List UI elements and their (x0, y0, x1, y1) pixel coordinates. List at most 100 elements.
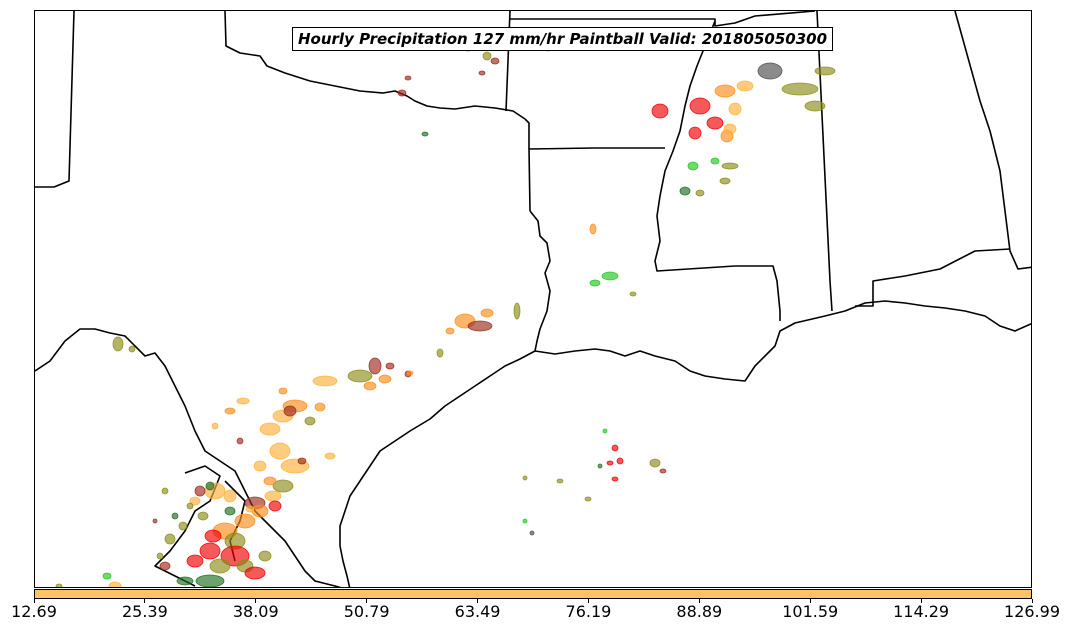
mississippi-river (654, 20, 781, 321)
precip-blob (629, 291, 637, 297)
precip-blob (814, 66, 836, 76)
precip-blob (368, 357, 382, 375)
precip-blob (397, 89, 407, 97)
precip-blob (197, 511, 209, 521)
precip-blob (236, 397, 250, 405)
precip-blob (695, 189, 705, 197)
colorbar-tick-mark (920, 599, 922, 603)
precip-blob (283, 405, 297, 417)
precip-blob (478, 70, 486, 76)
precip-blob (55, 583, 63, 587)
precip-blob (589, 223, 597, 235)
precip-blob (244, 566, 266, 580)
precip-blob (804, 100, 826, 112)
precip-blob (689, 97, 711, 115)
precip-blob (263, 476, 277, 486)
precip-blob (164, 533, 176, 545)
precip-blob (616, 457, 624, 465)
precip-blob (223, 489, 237, 503)
colorbar-tick-mark (255, 599, 257, 603)
precip-blob (467, 320, 493, 332)
precip-blob (611, 476, 619, 482)
precip-blob (378, 374, 392, 384)
precip-blob (406, 370, 414, 376)
colorbar-tick-mark (809, 599, 811, 603)
precip-blob (589, 279, 601, 287)
precip-blob (161, 487, 169, 495)
precip-blob (211, 422, 219, 430)
precip-blob (209, 558, 231, 574)
precip-blob (253, 460, 267, 472)
precip-blob (159, 561, 171, 571)
precip-blob (189, 496, 201, 506)
ar-la-border (528, 147, 665, 150)
precip-blob (304, 416, 316, 426)
precip-blob (176, 576, 194, 586)
mo-ar-border (510, 11, 816, 27)
colorbar (34, 589, 1032, 599)
precip-blob (736, 80, 754, 92)
precip-blob (324, 452, 336, 460)
precip-blob (714, 84, 736, 98)
tx-ar-border (524, 118, 531, 212)
precip-blob (347, 369, 373, 383)
precip-blob (195, 574, 225, 587)
colorbar-tick-label: 12.69 (11, 602, 57, 621)
precip-blob (728, 102, 742, 116)
colorbar-tick-label: 38.09 (232, 602, 279, 621)
colorbar-tick-label: 25.39 (121, 602, 168, 621)
precip-blob (269, 442, 291, 460)
precip-blob (490, 57, 500, 65)
precip-blob (688, 126, 702, 140)
precip-blob (649, 458, 661, 468)
precip-blob (529, 530, 535, 536)
colorbar-tick-mark (698, 599, 700, 603)
precip-blob (258, 550, 272, 562)
colorbar-tick-label: 126.99 (1004, 602, 1060, 621)
colorbar-tick-label: 50.79 (343, 602, 390, 621)
mexico-state-lines (154, 465, 221, 587)
tx-la-border (529, 210, 551, 352)
precip-blob (611, 444, 619, 452)
precip-blob (178, 521, 188, 531)
gulf-coast-east (534, 300, 1031, 382)
precip-paintballs (55, 28, 836, 587)
al-ga-border (954, 11, 1031, 270)
precip-blob (687, 161, 699, 171)
precip-blob (723, 123, 737, 135)
colorbar-tick-label: 63.49 (454, 602, 501, 621)
precip-blob (272, 479, 294, 493)
precip-blob (445, 327, 455, 335)
precip-blob (602, 428, 608, 434)
precip-blob (651, 103, 669, 119)
precip-blob (128, 345, 136, 353)
precip-blob (205, 481, 215, 491)
precip-blob (584, 496, 592, 502)
precip-blob (236, 437, 244, 445)
precip-blob (721, 162, 739, 170)
precip-blob (102, 572, 112, 580)
colorbar-tick-label: 101.59 (782, 602, 839, 621)
precip-blob (659, 468, 667, 474)
precip-blob (245, 505, 255, 513)
precip-blob (108, 581, 122, 587)
precip-blob (781, 82, 819, 96)
ok-ar-border (505, 11, 511, 112)
precip-blob (224, 407, 236, 415)
precip-blob (385, 362, 395, 370)
precip-blob (186, 502, 194, 510)
precip-blob (186, 554, 204, 568)
map-title: Hourly Precipitation 127 mm/hr Paintball… (292, 27, 834, 51)
colorbar-tick-mark (1031, 599, 1033, 603)
precip-blob (679, 186, 691, 196)
rio-grande (35, 328, 342, 587)
precip-blob (264, 490, 282, 502)
precip-blob (199, 542, 221, 560)
precip-blob (404, 75, 412, 81)
colorbar-tick-mark (587, 599, 589, 603)
precip-blob (312, 375, 338, 387)
al-fl-border (855, 248, 1011, 307)
precip-blob (194, 485, 206, 497)
map-canvas (35, 11, 1031, 587)
colorbar-tick-mark (477, 599, 479, 603)
